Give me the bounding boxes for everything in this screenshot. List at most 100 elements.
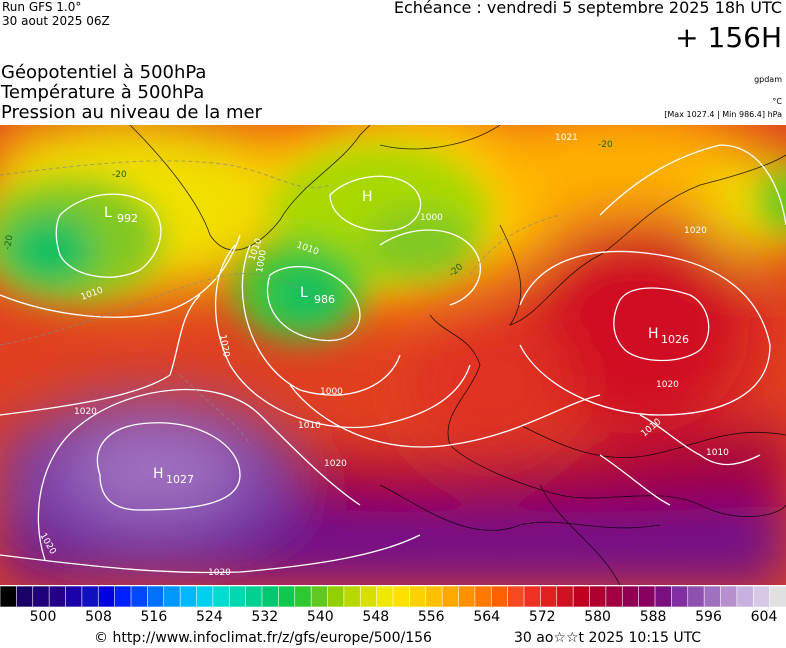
color-scale-tick: 532 (251, 609, 279, 625)
color-swatch (458, 586, 476, 607)
color-swatch (114, 586, 132, 607)
color-swatch (228, 586, 247, 607)
color-swatch (638, 586, 656, 607)
color-swatch (16, 586, 34, 607)
low-letter-992: L (104, 205, 112, 221)
color-scale-tick: 548 (362, 609, 390, 625)
validity-time: Echéance : vendredi 5 septembre 2025 18h… (393, 0, 782, 17)
color-scale-bar (0, 586, 786, 607)
color-swatch (474, 586, 493, 607)
color-scale-tick: 516 (140, 609, 168, 625)
isobar-label: 1021 (555, 133, 578, 143)
layer-title-temperature: Température à 500hPa (1, 82, 205, 103)
isobar-label: 1000 (320, 387, 343, 397)
isobar-label: 1020 (656, 380, 679, 390)
color-swatch (196, 586, 214, 607)
color-scale-tick: 540 (306, 609, 334, 625)
color-swatch (605, 586, 624, 607)
color-swatch (409, 586, 427, 607)
color-swatch (179, 586, 198, 607)
color-swatch (130, 586, 149, 607)
low-value-986: 986 (314, 293, 335, 306)
color-swatch (97, 586, 116, 607)
high-value-1026: 1026 (661, 333, 689, 346)
isotherm-label: -20 (598, 140, 613, 150)
color-swatch (540, 586, 558, 607)
run-info: Run GFS 1.0° (2, 0, 82, 14)
color-swatch (65, 586, 83, 607)
color-swatch (687, 586, 705, 607)
color-swatch (441, 586, 460, 607)
color-swatch (0, 586, 18, 607)
color-scale-tick: 596 (695, 609, 722, 625)
isotherm-label: -20 (3, 234, 15, 250)
color-swatch (343, 586, 362, 607)
color-scale-tick: 564 (473, 609, 501, 625)
color-scale-tick: 556 (417, 609, 445, 625)
color-swatch (720, 586, 738, 607)
color-swatch (278, 586, 296, 607)
color-scale-tick: 508 (85, 609, 112, 625)
color-swatch (769, 586, 786, 607)
high-letter-1027: H (153, 466, 164, 482)
color-swatch (32, 586, 50, 607)
weather-map: L 986 L 992 H 1027 H 1026 H 1020 1020 10… (0, 125, 786, 585)
high-letter-greenland: H (362, 189, 373, 205)
color-swatch (556, 586, 574, 607)
color-scale-tick: 524 (196, 609, 223, 625)
color-swatch (245, 586, 263, 607)
generation-timestamp: 30 ao☆☆t 2025 10:15 UTC (514, 630, 702, 646)
color-scale-tick: 588 (639, 609, 667, 625)
low-letter-986: L (300, 285, 308, 301)
unit-geopotential: gpdam (754, 75, 782, 84)
pressure-minmax: [Max 1027.4 | Min 986.4] hPa (664, 110, 782, 119)
layer-title-pressure: Pression au niveau de la mer (1, 102, 262, 123)
color-swatch (425, 586, 443, 607)
color-swatch (490, 586, 509, 607)
unit-temperature: °C (772, 97, 782, 106)
color-swatch (294, 586, 312, 607)
high-letter-1026: H (648, 326, 659, 342)
color-swatch (147, 586, 165, 607)
color-swatch (163, 586, 181, 607)
isobar-label: 1020 (217, 334, 231, 359)
color-swatch (589, 586, 607, 607)
color-swatch (392, 586, 411, 607)
color-swatch (523, 586, 542, 607)
layer-title-geopotential: Géopotentiel à 500hPa (1, 62, 207, 83)
color-swatch (572, 586, 591, 607)
color-swatch (671, 586, 689, 607)
isotherm-label: -20 (112, 170, 127, 180)
color-swatch (81, 586, 100, 607)
run-date: 30 aout 2025 06Z (2, 14, 110, 28)
lead-time: + 156H (675, 21, 782, 54)
isobar-label: 1000 (420, 213, 443, 223)
color-swatch (376, 586, 394, 607)
color-swatch (703, 586, 722, 607)
color-swatch (507, 586, 525, 607)
high-value-1027: 1027 (166, 473, 194, 486)
isobar-label: 1020 (324, 459, 347, 469)
isobar-label: 1010 (298, 421, 321, 431)
isobar-label: 1000 (255, 249, 269, 274)
isobar-label: 1010 (706, 448, 729, 458)
color-swatch (261, 586, 280, 607)
color-scale-tick: 604 (750, 609, 778, 625)
source-credit: © http://www.infoclimat.fr/z/gfs/europe/… (94, 630, 432, 646)
color-swatch (212, 586, 231, 607)
color-swatch (621, 586, 640, 607)
color-scale-tick: 580 (584, 609, 611, 625)
isobar-label: 1020 (74, 407, 97, 417)
color-swatch (48, 586, 67, 607)
color-swatch (752, 586, 771, 607)
color-swatch (736, 586, 755, 607)
color-scale-tick: 500 (29, 609, 57, 625)
isobar-label: 1020 (208, 568, 231, 578)
color-swatch (310, 586, 329, 607)
color-swatch (654, 586, 673, 607)
low-value-992: 992 (117, 212, 138, 225)
color-swatch (327, 586, 345, 607)
color-scale-tick: 572 (528, 609, 556, 625)
isobar-label: 1020 (684, 226, 707, 236)
color-swatch (359, 586, 378, 607)
